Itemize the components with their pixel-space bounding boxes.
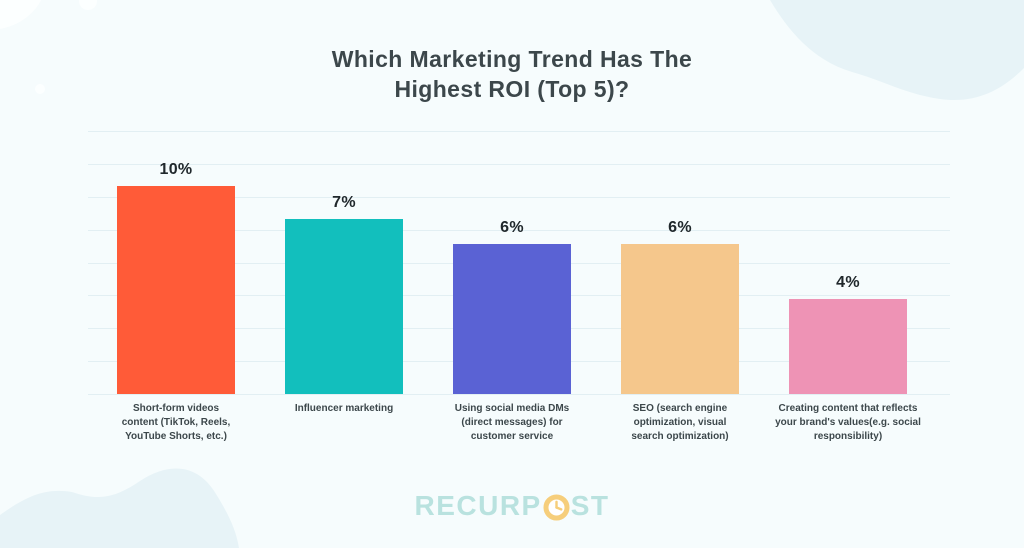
bar-category-label: SEO (search engine optimization, visual … (631, 403, 729, 442)
bar-category-label: Using social media DMs (direct messages)… (454, 403, 570, 442)
blob-top-right (770, 0, 1024, 101)
blob-top-left (0, 0, 42, 29)
bar-value-label: 4% (836, 274, 860, 291)
bar-4 (621, 244, 739, 394)
blob-bottom-left (0, 468, 239, 548)
blob-dot-top (79, 0, 97, 10)
logo-text-right: ST (570, 490, 610, 521)
recurpost-logo: RECURP ST (0, 491, 1024, 521)
bar-value-label: 6% (668, 219, 692, 236)
gridline (88, 131, 950, 132)
chart-title: Which Marketing Trend Has The Highest RO… (331, 46, 693, 102)
plot-area: 10% 7% 6% 6% 4% (88, 131, 950, 395)
gridline (88, 196, 950, 198)
gridline (88, 229, 950, 231)
bar-value-label: 6% (500, 219, 524, 236)
logo-text-left: RECURP (414, 490, 542, 521)
bar-category-label: Short-form videos content (TikTok, Reels… (121, 403, 231, 442)
bar-3 (453, 244, 571, 394)
blob-dot-small (35, 84, 45, 94)
bar-value-label: 7% (332, 194, 356, 211)
bar-2 (285, 219, 403, 394)
gridline (88, 394, 950, 395)
gridline (88, 163, 950, 165)
bar-1 (117, 186, 235, 394)
bar-category-label: Creating content that reflects your bran… (775, 403, 921, 442)
bar-value-label: 10% (159, 161, 193, 178)
bar-category-label: Influencer marketing (294, 403, 394, 414)
clock-icon (543, 494, 570, 520)
bar-5 (789, 299, 907, 394)
